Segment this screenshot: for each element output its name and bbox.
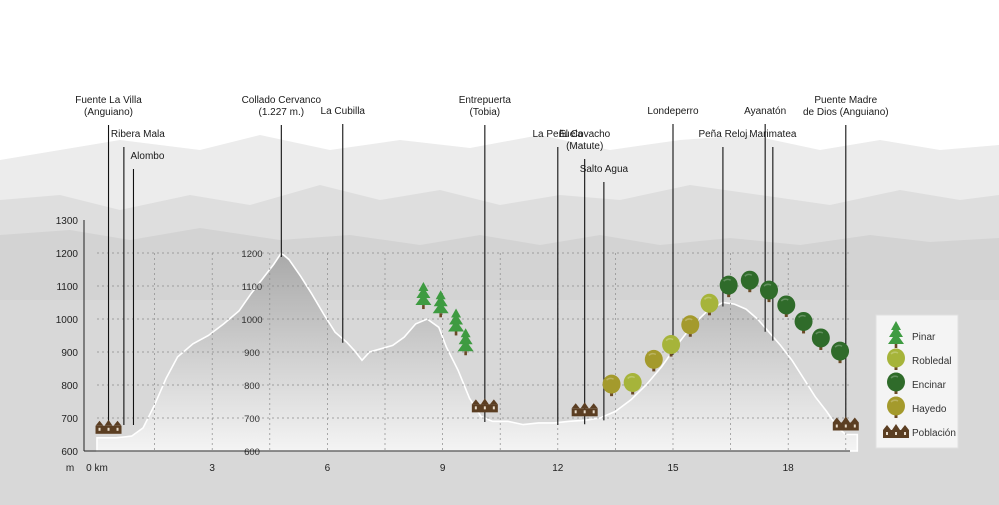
waypoint-label: Marimatea (749, 129, 797, 140)
waypoint-label: Salto Agua (580, 164, 629, 175)
waypoint-label: Fuente La Villa (Anguiano) (75, 95, 142, 118)
waypoint-label: Alombo (131, 151, 165, 162)
y-unit-label: m (66, 463, 74, 474)
x-tick-label: 0 km (86, 463, 108, 474)
vegetation-encinar-icon (831, 341, 850, 364)
legend: Pinar Robledal Encinar Hayedo Población (875, 314, 959, 449)
legend-poblacion-icon (883, 424, 909, 438)
legend-robledal-icon (887, 348, 905, 370)
waypoint-label: Ribera Mala (111, 129, 165, 140)
waypoint-label: Collado Cervanco (1.227 m.) (242, 95, 322, 118)
waypoint-leaders (107, 124, 847, 425)
inner-elevation-label: 800 (244, 381, 260, 392)
vegetation-pinar-icon (457, 328, 474, 356)
town-poblacion-icon (471, 398, 498, 413)
y-tick-label: 1000 (56, 315, 79, 326)
vegetation-encinar-icon (760, 280, 778, 303)
vegetation-encinar-icon (740, 270, 759, 293)
legend-label: Hayedo (912, 404, 947, 415)
waypoint-label: Londeperro (647, 106, 699, 117)
vegetation-robledal-icon (662, 335, 681, 357)
axes: 600 700 800 900 1000 1100 1200 1300 m 0 km 3 6 9 12 15… (56, 216, 850, 474)
vegetation-encinar-icon (719, 275, 738, 298)
vegetation-robledal-icon (700, 293, 719, 316)
vegetation-encinar-icon (811, 328, 830, 350)
vegetation-hayedo-icon (681, 315, 700, 337)
waypoint-label: Puente Madre de Dios (Anguiano) (803, 95, 889, 118)
legend-encinar-icon (887, 372, 905, 394)
y-tick-label: 600 (61, 447, 78, 458)
waypoint-label: La Peñuela (532, 129, 583, 140)
waypoint-label: El Covacho (Matute) (559, 129, 611, 152)
vegetation-robledal-icon (623, 373, 642, 395)
x-tick-label: 6 (325, 463, 331, 474)
vegetation-markers (415, 270, 850, 397)
x-tick-label: 3 (209, 463, 215, 474)
x-tick-label: 12 (552, 463, 564, 474)
y-tick-label: 800 (61, 381, 78, 392)
town-poblacion-icon (95, 419, 122, 434)
legend-label: Robledal (912, 356, 951, 367)
x-tick-label: 9 (440, 463, 446, 474)
waypoint-label: Ayanatón (744, 106, 786, 117)
elevation-profile-area (96, 251, 859, 452)
legend-label: Pinar (912, 332, 936, 343)
lower-backdrop (0, 300, 999, 505)
y-tick-label: 1200 (56, 249, 79, 260)
y-tick-label: 1100 (56, 282, 78, 293)
waypoint-label: Entrepuerta (Tobia) (459, 95, 512, 118)
legend-pinar-icon (888, 321, 904, 348)
legend-label: Población (912, 428, 956, 439)
vegetation-pinar-icon (448, 308, 465, 336)
town-markers (95, 398, 859, 434)
town-poblacion-icon (571, 402, 598, 417)
inner-elevation-label: 1000 (241, 315, 262, 326)
x-tick-label: 15 (667, 463, 679, 474)
waypoint-label: Peña Reloj (698, 129, 747, 140)
vegetation-pinar-icon (415, 282, 432, 310)
y-tick-label: 1300 (56, 216, 79, 227)
waypoint-labels: Fuente La Villa (Anguiano) Ribera Mala Alom… (75, 95, 888, 175)
inner-elevation-label: 600 (244, 447, 260, 458)
inner-elevation-label: 900 (244, 348, 260, 359)
vegetation-encinar-icon (794, 311, 813, 334)
inner-elevation-label: 1100 (242, 282, 262, 293)
vegetation-pinar-icon (432, 290, 449, 318)
y-tick-label: 700 (61, 414, 78, 425)
y-tick-label: 900 (61, 348, 78, 359)
vegetation-encinar-icon (777, 295, 796, 317)
x-tick-label: 18 (783, 463, 795, 474)
inner-elevation-label: 1200 (241, 249, 262, 260)
profile-layer (96, 251, 859, 452)
vegetation-hayedo-icon (644, 349, 663, 372)
inner-elevation-label: 700 (244, 414, 260, 425)
legend-hayedo-icon (887, 396, 905, 418)
legend-label: Encinar (912, 380, 947, 391)
vegetation-hayedo-icon (602, 374, 621, 397)
waypoint-label: La Cubilla (321, 106, 366, 117)
town-poblacion-icon (832, 416, 859, 431)
